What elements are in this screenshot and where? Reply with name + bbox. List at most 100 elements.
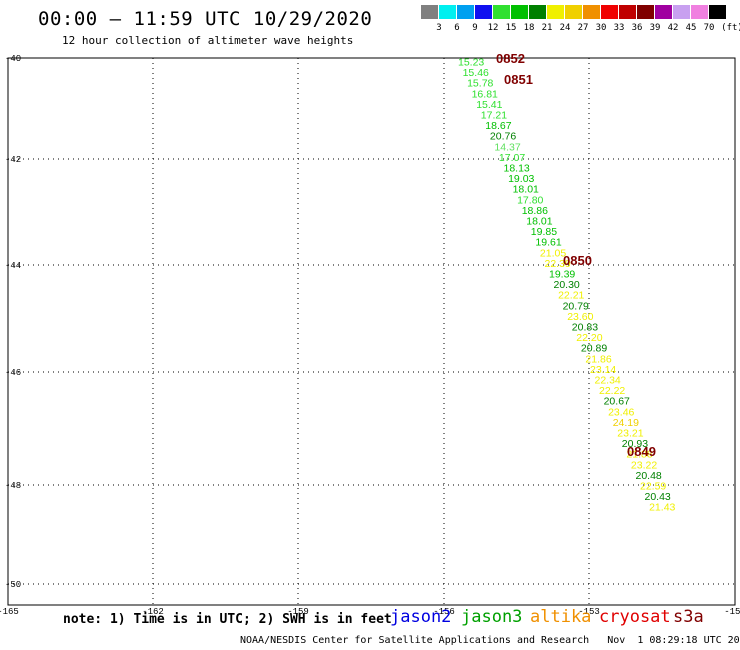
legend-swatch [583,5,600,19]
wave-height-reading: 23.60 [567,311,593,323]
wave-height-reading: 20.89 [581,343,607,355]
wave-height-reading: 20.79 [563,300,589,312]
wave-height-reading: 22.21 [558,290,584,302]
latitude-tick-label: -44 [5,261,21,271]
wave-height-reading: 17.80 [517,194,543,206]
wave-height-reading: 21.43 [649,502,675,514]
wave-height-reading: 20.43 [645,491,671,503]
legend-swatch [709,5,726,19]
footer-note: note: 1) Time is in UTC; 2) SWH is in fe… [63,612,392,627]
time-stamp-label: 0851 [504,72,533,87]
wave-height-reading: 23.21 [617,428,643,440]
wave-height-reading: 21.88 [626,449,652,461]
legend-label: 39 [649,23,661,33]
latitude-tick-label: -46 [5,368,21,378]
wave-height-reading: 20.48 [636,470,662,482]
satellite-label-altika: altika [530,607,592,627]
legend-unit: (ft) [721,23,740,33]
wave-height-reading: 22.34 [595,375,621,387]
latitude-tick-label: -50 [5,580,21,590]
legend-swatch [529,5,546,19]
longitude-tick-label: -165 [0,607,19,617]
time-stamp-label: 0849 [627,444,656,459]
wave-height-reading: 20.83 [572,322,598,334]
wave-height-reading: 19.39 [549,269,575,281]
time-stamp-label: 0852 [496,51,525,66]
legend-label: 27 [577,23,589,33]
legend-label: 9 [472,23,478,33]
wave-height-reading: 22.39 [545,258,571,270]
legend-label: 12 [487,23,499,33]
wave-height-reading: 19.61 [535,237,561,249]
legend-swatch [475,5,492,19]
wave-height-reading: 22.22 [599,385,625,397]
longitude-tick-label: -162 [142,607,164,617]
legend-swatch [601,5,618,19]
wave-height-reading: 21.05 [540,247,566,259]
wave-height-reading: 15.41 [476,99,502,111]
wave-height-reading: 20.67 [604,396,630,408]
wave-height-reading: 23.46 [608,406,634,418]
wave-height-reading: 23.22 [631,459,657,471]
wave-height-reading: 17.21 [481,110,507,122]
credit-line: NOAA/NESDIS Center for Satellite Applica… [240,635,740,646]
wave-height-reading: 14.37 [494,141,520,153]
wave-height-reading: 22.20 [576,332,602,344]
legend-swatch [511,5,528,19]
legend-swatch [565,5,582,19]
map-frame [7,57,736,606]
longitude-tick-label: -156 [433,607,455,617]
time-stamp-label: 0850 [563,253,592,268]
legend-label: 6 [454,23,460,33]
latitude-tick-label: -40 [5,54,21,64]
legend-swatch [493,5,510,19]
wave-height-reading: 18.01 [526,216,552,228]
latitude-tick-label: -48 [5,481,21,491]
longitude-tick-label: -150 [724,607,740,617]
wave-height-reading: 20.30 [554,279,580,291]
wave-height-reading: 20.93 [622,438,648,450]
legend-swatch [547,5,564,19]
wave-height-reading: 20.76 [490,131,516,143]
latitude-tick-label: -42 [5,155,21,165]
wave-height-reading: 23.14 [590,364,616,376]
wave-height-reading: 17.07 [499,152,525,164]
page-title: 00:00 – 11:59 UTC 10/29/2020 [38,8,373,30]
wave-height-reading: 18.13 [504,163,530,175]
satellite-label-jason3: jason3 [461,607,523,627]
satellite-label-cryosat: cryosat [599,607,671,627]
legend-label: 42 [667,23,679,33]
legend-label: 70 [703,23,715,33]
wave-height-reading: 19.85 [531,226,557,238]
legend-label: 15 [505,23,517,33]
legend-label: 18 [523,23,535,33]
wave-height-reading: 18.86 [522,205,548,217]
legend-swatch [421,5,438,19]
legend-label: 45 [685,23,697,33]
legend-label: 30 [595,23,607,33]
legend-swatch [439,5,456,19]
legend-swatch [655,5,672,19]
longitude-tick-label: -159 [287,607,309,617]
legend-swatch [619,5,636,19]
satellite-label-s3a: s3a [673,607,704,627]
wave-height-reading: 19.03 [508,173,534,185]
legend-label: 24 [559,23,571,33]
legend-swatch [457,5,474,19]
wave-height-reading: 18.01 [513,184,539,196]
wave-height-reading: 15.46 [463,67,489,79]
satellite-label-jason2: jason2 [390,607,452,627]
wave-height-reading: 22.59 [640,481,666,493]
wave-height-reading: 15.23 [458,57,484,69]
legend-label: 21 [541,23,553,33]
legend-label: 33 [613,23,625,33]
legend-label: 36 [631,23,643,33]
wave-height-reading: 24.19 [613,417,639,429]
wave-height-reading: 21.86 [585,353,611,365]
wave-height-reading: 18.67 [485,120,511,132]
longitude-tick-label: -153 [578,607,600,617]
wave-height-reading: 16.81 [472,88,498,100]
page-subtitle: 12 hour collection of altimeter wave hei… [62,34,354,47]
wave-height-reading: 15.78 [467,78,493,90]
